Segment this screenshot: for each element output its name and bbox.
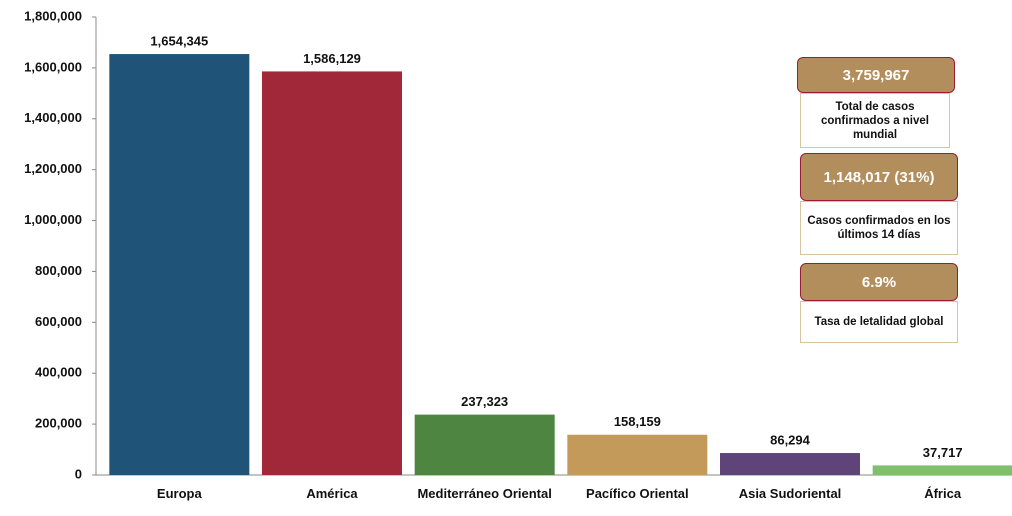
value-label: 237,323 <box>461 394 508 409</box>
annotation-value: 3,759,967 <box>797 57 955 93</box>
bar <box>262 71 402 476</box>
annotation-value: 6.9% <box>800 263 958 301</box>
bar <box>414 414 555 475</box>
annotation-text: Tasa de letalidad global <box>800 301 958 343</box>
y-tick-label: 1,400,000 <box>24 110 82 125</box>
y-tick-label: 0 <box>75 466 82 481</box>
value-label: 37,717 <box>923 445 963 460</box>
bar <box>720 453 860 475</box>
annotation-text: Casos confirmados en los últimos 14 días <box>800 201 958 255</box>
x-tick-label: Pacífico Oriental <box>586 486 689 501</box>
y-tick-label: 1,000,000 <box>24 212 82 227</box>
x-tick-label: Mediterráneo Oriental <box>417 486 552 501</box>
x-tick-label: Asia Sudoriental <box>738 486 842 501</box>
y-tick-label: 1,800,000 <box>24 8 82 23</box>
value-label: 1,654,345 <box>150 33 208 48</box>
y-tick-label: 800,000 <box>35 263 82 278</box>
x-tick-label: Europa <box>156 486 202 501</box>
value-label: 158,159 <box>614 414 661 429</box>
y-tick-label: 400,000 <box>35 365 82 380</box>
bar <box>109 54 250 476</box>
bar <box>872 465 1012 475</box>
annotation-value: 1,148,017 (31%) <box>800 153 958 201</box>
y-tick-label: 200,000 <box>35 416 82 431</box>
x-tick-label: América <box>306 486 358 501</box>
y-tick-label: 600,000 <box>35 314 82 329</box>
value-label: 86,294 <box>770 432 811 447</box>
bar <box>567 434 708 475</box>
x-tick-label: África <box>924 486 962 501</box>
annotation-text: Total de casos confirmados a nivel mundi… <box>800 93 950 148</box>
y-tick-label: 1,200,000 <box>24 161 82 176</box>
value-label: 1,586,129 <box>303 51 361 66</box>
y-tick-label: 1,600,000 <box>24 59 82 74</box>
